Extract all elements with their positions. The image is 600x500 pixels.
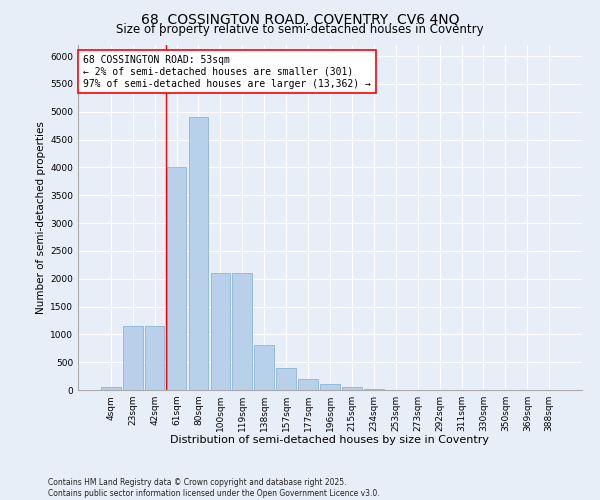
Text: Size of property relative to semi-detached houses in Coventry: Size of property relative to semi-detach… [116,22,484,36]
Bar [145,326,164,390]
Bar [298,379,318,390]
Bar [211,273,230,390]
Text: 68 COSSINGTON ROAD: 53sqm
← 2% of semi-detached houses are smaller (301)
97% of : 68 COSSINGTON ROAD: 53sqm ← 2% of semi-d… [83,56,371,88]
Bar [123,326,143,390]
Bar [320,384,340,390]
Bar [276,368,296,390]
Bar [167,168,187,390]
Bar [188,118,208,390]
X-axis label: Distribution of semi-detached houses by size in Coventry: Distribution of semi-detached houses by … [170,436,490,446]
Bar [232,273,252,390]
Text: Contains HM Land Registry data © Crown copyright and database right 2025.
Contai: Contains HM Land Registry data © Crown c… [48,478,380,498]
Text: 68, COSSINGTON ROAD, COVENTRY, CV6 4NQ: 68, COSSINGTON ROAD, COVENTRY, CV6 4NQ [141,12,459,26]
Bar [101,387,121,390]
Bar [342,387,362,390]
Bar [364,388,384,390]
Y-axis label: Number of semi-detached properties: Number of semi-detached properties [36,121,46,314]
Bar [254,346,274,390]
